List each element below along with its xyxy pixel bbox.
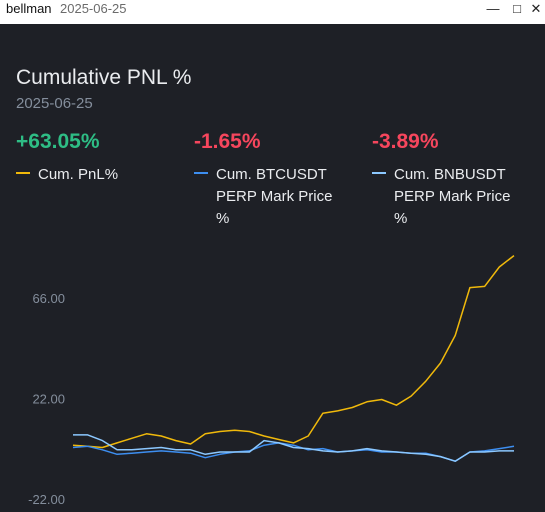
legend-swatch-bnb <box>372 172 386 174</box>
close-button[interactable]: ✕ <box>527 0 545 22</box>
y-tick-label: -22.00 <box>28 492 65 507</box>
panel-title: Cumulative PNL % <box>16 66 192 89</box>
window-titlebar: bellman 2025-06-25 — □ ✕ <box>0 0 545 24</box>
legend-swatch-btc <box>194 172 208 174</box>
window-app-name: bellman <box>6 1 52 16</box>
stat-bnb-value: -3.89% <box>372 130 439 153</box>
legend-label-bnb: Cum. BNBUSDT PERP Mark Price % <box>394 166 511 227</box>
maximize-button[interactable]: □ <box>505 0 529 22</box>
minimize-button[interactable]: — <box>481 0 505 22</box>
close-icon: ✕ <box>530 1 542 16</box>
pnl-panel: Cumulative PNL % 2025-06-25 +63.05% -1.6… <box>0 24 545 512</box>
y-tick-label: 22.00 <box>32 392 65 407</box>
legend-label-btc: Cum. BTCUSDT PERP Mark Price % <box>216 166 333 227</box>
stat-btc-value: -1.65% <box>194 130 261 153</box>
y-tick-label: 66.00 <box>32 291 65 306</box>
legend-label-pnl: Cum. PnL% <box>38 166 119 183</box>
stat-pnl-value: +63.05% <box>16 130 100 153</box>
series-line-1 <box>72 255 515 449</box>
maximize-icon: □ <box>513 1 521 16</box>
panel-subtitle: 2025-06-25 <box>16 95 93 112</box>
window-date: 2025-06-25 <box>60 1 127 16</box>
legend-swatch-pnl <box>16 172 30 174</box>
minimize-icon: — <box>486 1 500 16</box>
series-line-3 <box>73 434 514 462</box>
